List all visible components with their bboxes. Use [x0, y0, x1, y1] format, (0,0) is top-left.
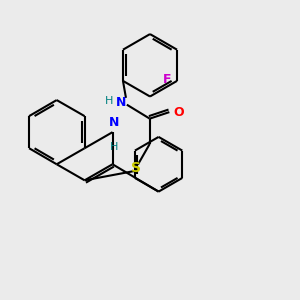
Text: N: N — [109, 116, 119, 129]
Text: H: H — [110, 142, 118, 152]
Text: O: O — [173, 106, 184, 118]
Text: F: F — [163, 73, 172, 86]
Text: H: H — [105, 96, 113, 106]
Text: N: N — [116, 96, 127, 109]
Text: S: S — [131, 161, 141, 175]
